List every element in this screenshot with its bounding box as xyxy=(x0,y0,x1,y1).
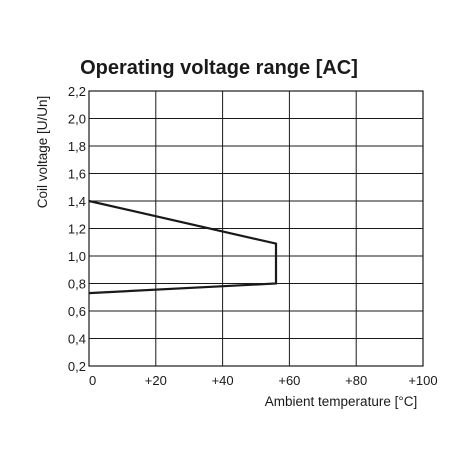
chart-title: Operating voltage range [AC] xyxy=(80,57,358,79)
x-tick-label: 0 xyxy=(89,373,96,388)
y-tick-label: 1,8 xyxy=(68,139,86,154)
tick-labels: 0 +20 +40 +60 +80 +100 0,2 0,4 0,6 0,8 1,0 1,2 1,4 1,… xyxy=(68,84,438,388)
x-axis-label: Ambient temperature [°C] xyxy=(265,394,417,409)
series-layer xyxy=(88,199,278,295)
x-tick-label: +80 xyxy=(345,373,367,388)
y-tick-label: 0,8 xyxy=(68,277,86,292)
y-tick-label: 0,2 xyxy=(68,359,86,374)
plot-frame xyxy=(88,90,424,367)
series-line xyxy=(88,199,278,295)
y-tick-label: 1,6 xyxy=(68,167,86,182)
y-tick-label: 1,4 xyxy=(68,194,86,209)
grid xyxy=(88,90,424,367)
y-tick-label: 0,4 xyxy=(68,332,86,347)
y-tick-label: 1,0 xyxy=(68,249,86,264)
y-tick-label: 2,2 xyxy=(68,84,86,99)
y-axis-label: Coil voltage [U/Un] xyxy=(35,96,50,209)
x-tick-label: +40 xyxy=(212,373,234,388)
y-tick-label: 1,2 xyxy=(68,222,86,237)
x-tick-label: +100 xyxy=(408,373,437,388)
x-tick-label: +60 xyxy=(278,373,300,388)
y-tick-label: 0,6 xyxy=(68,304,86,319)
x-tick-label: +20 xyxy=(145,373,167,388)
y-tick-label: 2,0 xyxy=(68,112,86,127)
